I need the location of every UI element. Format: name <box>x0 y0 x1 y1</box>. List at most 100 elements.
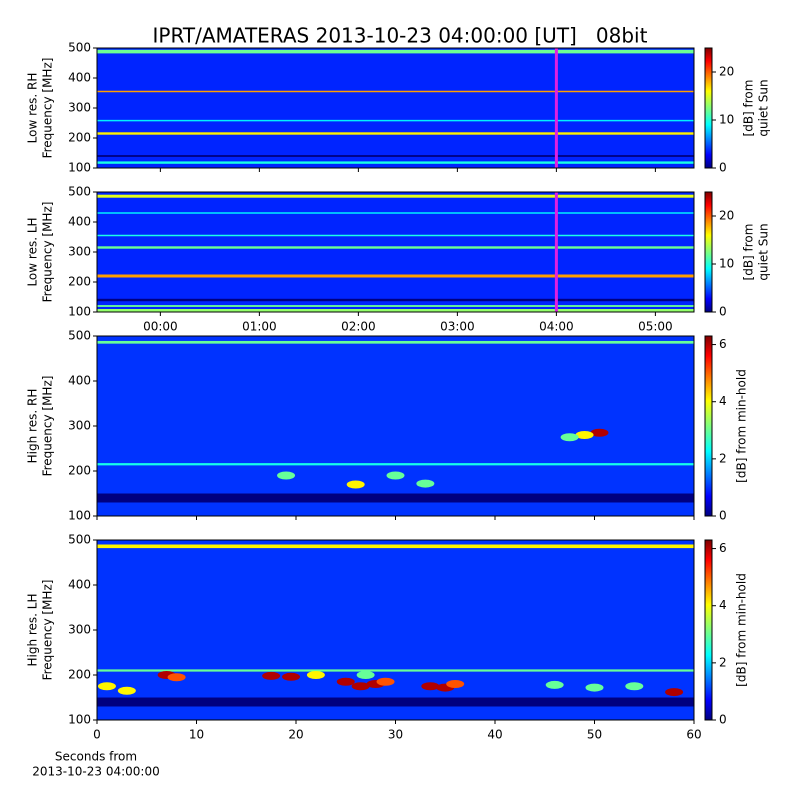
y-tick-label: 500 <box>68 329 91 343</box>
band <box>97 132 694 135</box>
y-tick-label: 400 <box>68 578 91 592</box>
x-tick-label: 0 <box>93 728 101 742</box>
colorbar-tick-label: 4 <box>719 598 727 612</box>
burst-spot <box>97 682 116 691</box>
burst-spot <box>117 686 136 695</box>
colorbar-tick-label: 0 <box>719 509 727 523</box>
y-tick-label: 500 <box>68 41 91 55</box>
x-tick-label: 03:00 <box>440 320 475 334</box>
colorbar-tick-label: 10 <box>719 257 734 271</box>
y-axis-label: Frequency [MHz] <box>41 580 55 681</box>
band <box>97 493 694 503</box>
burst-spot <box>421 682 440 691</box>
burst-spot <box>277 471 296 480</box>
colorbar <box>704 335 713 517</box>
heatmap-cells <box>97 49 694 164</box>
y-tick-label: 200 <box>68 275 91 289</box>
band <box>97 697 694 707</box>
heatmap-background <box>97 48 694 168</box>
burst-spot <box>590 428 609 437</box>
heatmap-background <box>97 336 694 516</box>
band <box>97 669 694 672</box>
x-tick-label: 20 <box>288 728 303 742</box>
heatmap-background <box>97 192 694 312</box>
colorbar-label: [dB] from min-hold <box>735 369 749 483</box>
burst-spot <box>625 682 644 691</box>
band <box>97 234 694 237</box>
y-axis-label: Frequency [MHz] <box>41 202 55 303</box>
y-tick-label: 300 <box>68 101 91 115</box>
colorbar-tick-label: 2 <box>719 655 727 669</box>
band <box>97 298 694 302</box>
colorbar-label: [dB] from <box>742 80 756 137</box>
heatmap-background <box>97 540 694 720</box>
burst-spot <box>416 479 435 488</box>
x-tick-label: 01:00 <box>242 320 277 334</box>
x-tick-label: 00:00 <box>143 320 178 334</box>
x-tick-label: 30 <box>388 728 403 742</box>
band <box>97 305 694 307</box>
y-axis-label: Frequency [MHz] <box>41 376 55 477</box>
colorbar-tick-label: 10 <box>719 113 734 127</box>
burst-spot <box>167 673 186 682</box>
y-tick-label: 200 <box>68 131 91 145</box>
burst-spot <box>665 688 684 697</box>
burst-spot <box>262 671 281 680</box>
colorbar <box>704 191 713 313</box>
y-tick-label: 300 <box>68 245 91 259</box>
colorbar-tick-label: 2 <box>719 451 727 465</box>
band <box>97 463 694 466</box>
burst-spot <box>351 682 370 691</box>
burst-spot <box>376 677 395 686</box>
y-tick-label: 500 <box>68 185 91 199</box>
y-tick-label: 400 <box>68 374 91 388</box>
band <box>97 90 694 93</box>
y-tick-label: 200 <box>68 668 91 682</box>
burst-spot <box>560 433 579 442</box>
x-tick-label: 04:00 <box>539 320 574 334</box>
x-axis-label: Seconds from <box>55 750 137 764</box>
burst-spot <box>306 671 325 679</box>
burst-spot <box>446 680 465 688</box>
colorbar-tick-label: 4 <box>719 394 727 408</box>
band <box>97 544 694 549</box>
burst-spot <box>386 471 405 480</box>
band <box>97 161 694 164</box>
colorbar-tick-label: 20 <box>719 65 734 79</box>
colorbar-label: [dB] from <box>742 224 756 281</box>
x-tick-label: 40 <box>487 728 502 742</box>
x-tick-label: 10 <box>189 728 204 742</box>
colorbar-tick-label: 6 <box>719 541 727 555</box>
band <box>97 309 694 312</box>
band <box>97 119 694 122</box>
burst-spot <box>356 671 375 679</box>
band <box>97 340 694 344</box>
x-tick-label: 50 <box>587 728 602 742</box>
y-axis-label: Frequency [MHz] <box>41 58 55 159</box>
x-tick-label: 05:00 <box>638 320 673 334</box>
y-axis-label: Low res. LH <box>26 217 40 286</box>
y-tick-label: 200 <box>68 464 91 478</box>
colorbar-tick-label: 20 <box>719 209 734 223</box>
band <box>97 274 694 278</box>
colorbar-tick-label: 6 <box>719 337 727 351</box>
y-axis-label: Low res. RH <box>26 73 40 144</box>
band <box>97 194 694 198</box>
colorbar <box>704 539 713 721</box>
y-tick-label: 400 <box>68 71 91 85</box>
colorbar-label: quiet Sun <box>757 223 771 280</box>
burst-spot <box>336 677 355 686</box>
burst-spot <box>346 480 365 489</box>
colorbar <box>704 47 713 169</box>
x-tick-label: 02:00 <box>341 320 376 334</box>
y-tick-label: 300 <box>68 623 91 637</box>
y-axis-label: High res. RH <box>26 389 40 464</box>
heatmap-cells <box>97 194 694 312</box>
y-tick-label: 500 <box>68 533 91 547</box>
heatmap-cells <box>97 340 694 503</box>
colorbar-tick-label: 0 <box>719 305 727 319</box>
y-tick-label: 100 <box>68 161 91 175</box>
x-axis-label: 2013-10-23 04:00:00 <box>32 765 159 779</box>
y-tick-label: 100 <box>68 305 91 319</box>
